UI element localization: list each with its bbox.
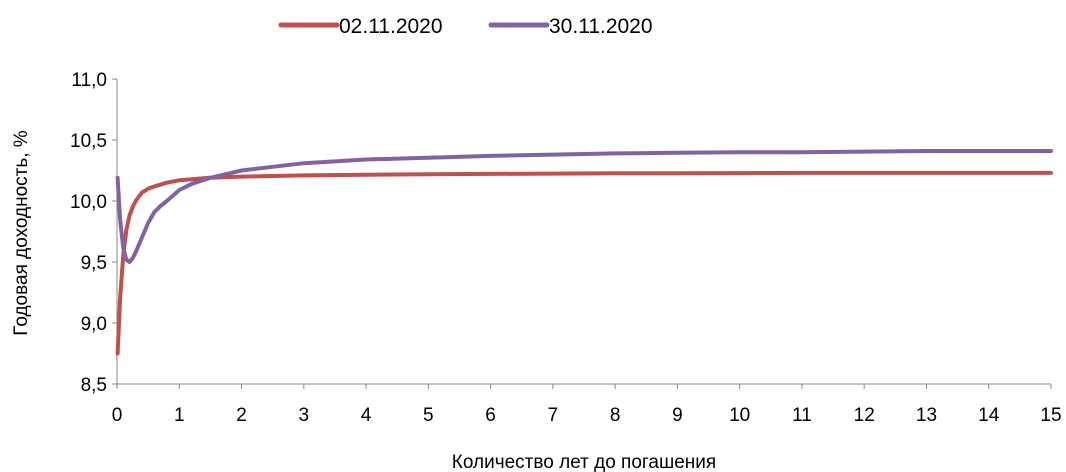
x-tick-label: 10 [729,405,750,426]
x-tick-label: 3 [299,405,310,426]
y-tick-label: 8,5 [81,375,107,396]
x-tick-label: 5 [423,405,434,426]
chart-legend: 02.11.2020 30.11.2020 [278,15,653,38]
y-tick-label: 11,0 [71,70,107,91]
x-tick-label: 9 [672,405,683,426]
x-tick-label: 1 [174,405,185,426]
x-tick-label: 2 [236,405,247,426]
y-tick-label: 9,0 [81,314,107,335]
x-tick-label: 15 [1040,405,1061,426]
series-line-2 [115,149,1053,264]
chart-axes: 8,59,09,510,010,511,00 1 2 3 4 5 6 7 8 9 10 11 12 13 1… [70,70,1062,426]
x-tick-label: 6 [485,405,496,426]
x-tick-label: 0 [112,405,123,426]
x-tick-label: 7 [548,405,559,426]
y-tick-label: 10,5 [70,131,107,152]
y-tick-label: 10,0 [70,192,107,213]
y-tick-label: 9,5 [81,253,107,274]
x-tick-label: 4 [361,405,372,426]
x-tick-label: 14 [978,405,1000,426]
legend-label-1: 02.11.2020 [339,15,443,38]
x-tick-label: 8 [610,405,621,426]
x-tick-label: 13 [916,405,937,426]
chart-series [115,149,1053,356]
y-axis-title: Годовая доходность, % [11,130,32,336]
x-tick-label: 11 [792,405,812,426]
x-axis-title: Количество лет до погашения [452,452,716,472]
x-tick-label: 12 [854,405,875,426]
series-line-1 [115,170,1053,356]
legend-label-2: 30.11.2020 [549,15,653,38]
